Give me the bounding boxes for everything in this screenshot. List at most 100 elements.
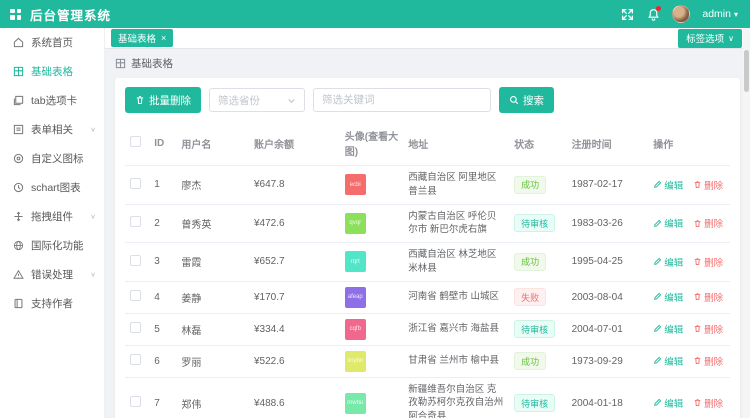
col-username: 用户名 <box>176 121 249 166</box>
search-button[interactable]: 搜索 <box>499 87 554 113</box>
avatar-thumbnail[interactable]: xnybn <box>344 350 366 372</box>
table-icon <box>115 58 126 69</box>
sidebar-item-label: 国际化功能 <box>31 240 84 252</box>
row-checkbox[interactable] <box>130 216 141 228</box>
cell-address: 河南省 鹤壁市 山城区 <box>403 281 510 314</box>
close-icon[interactable]: × <box>161 32 167 43</box>
fullscreen-icon[interactable] <box>620 7 634 21</box>
delete-label: 删除 <box>704 398 724 410</box>
sidebar-item-support[interactable]: 支持作者 <box>0 289 104 318</box>
table-icon <box>13 66 24 77</box>
status-badge: 待审核 <box>514 320 556 339</box>
row-checkbox[interactable] <box>130 354 141 366</box>
delete-button[interactable]: 删除 <box>693 255 723 269</box>
tab-basic-table[interactable]: 基础表格 × <box>111 29 174 47</box>
table-toolbar: 批量删除 筛选省份 搜索 <box>125 87 730 113</box>
row-checkbox[interactable] <box>130 322 141 334</box>
delete-label: 删除 <box>704 219 724 231</box>
cell-id: 2 <box>149 204 177 244</box>
sidebar-item-home[interactable]: 系统首页 <box>0 28 104 57</box>
province-filter-select[interactable]: 筛选省份 <box>209 88 305 112</box>
row-checkbox[interactable] <box>130 254 141 266</box>
notifications-bell-icon[interactable] <box>646 6 662 21</box>
sidebar-item-drag[interactable]: 拖拽组件 ∨ <box>0 202 104 231</box>
edit-label: 编辑 <box>664 257 684 269</box>
col-date: 注册时间 <box>566 121 649 166</box>
row-checkbox[interactable] <box>130 396 141 408</box>
sidebar-item-i18n[interactable]: 国际化功能 <box>0 231 104 260</box>
sidebar-item-custom-icons[interactable]: 自定义图标 <box>0 144 104 173</box>
cell-address: 甘肃省 兰州市 榆中县 <box>403 345 510 378</box>
row-checkbox[interactable] <box>130 290 141 302</box>
user-avatar[interactable] <box>672 5 691 23</box>
cell-id: 3 <box>149 242 177 282</box>
edit-button[interactable]: 编辑 <box>653 290 683 304</box>
edit-button[interactable]: 编辑 <box>653 255 683 269</box>
cell-address: 内蒙古自治区 呼伦贝尔市 新巴尔虎右旗 <box>403 204 510 244</box>
province-filter-placeholder: 筛选省份 <box>218 94 260 107</box>
main-area: 基础表格 × 标签选项 ∨ 基础表格 <box>105 28 750 418</box>
tab-label: 基础表格 <box>118 34 157 45</box>
cell-balance: ¥472.6 <box>249 204 340 244</box>
keyword-filter-input[interactable] <box>313 88 491 112</box>
book-icon <box>13 298 24 309</box>
sidebar-item-schart[interactable]: schart图表 <box>0 173 104 202</box>
trash-icon <box>694 293 701 301</box>
delete-button[interactable]: 删除 <box>693 396 723 410</box>
delete-button[interactable]: 删除 <box>693 322 723 336</box>
edit-button[interactable]: 编辑 <box>653 396 683 410</box>
chevron-down-icon: ∨ <box>90 270 96 279</box>
tag-options-button[interactable]: 标签选项 ∨ <box>678 28 742 48</box>
breadcrumb-label: 基础表格 <box>131 58 173 70</box>
user-menu[interactable]: admin ▾ <box>702 8 738 20</box>
cell-id: 4 <box>149 281 177 314</box>
chevron-down-icon <box>288 98 295 103</box>
delete-button[interactable]: 删除 <box>693 178 723 192</box>
avatar-thumbnail[interactable]: ecbi <box>344 174 366 196</box>
delete-button[interactable]: 删除 <box>693 354 723 368</box>
col-address: 地址 <box>403 121 510 166</box>
avatar-thumbnail[interactable]: mwhu <box>344 392 366 414</box>
sidebar-item-tabs[interactable]: tab选项卡 <box>0 86 104 115</box>
edit-button[interactable]: 编辑 <box>653 216 683 230</box>
avatar-thumbnail[interactable]: qvqr <box>344 212 366 234</box>
trash-icon <box>694 180 701 189</box>
delete-label: 删除 <box>704 257 724 269</box>
clock-chart-icon <box>13 182 24 193</box>
sidebar-item-label: 拖拽组件 <box>31 211 73 223</box>
cell-username: 林磊 <box>176 313 249 346</box>
home-icon <box>13 37 24 48</box>
cell-id: 1 <box>149 165 177 205</box>
sidebar-item-label: 基础表格 <box>31 66 73 78</box>
cell-balance: ¥334.4 <box>249 313 340 346</box>
delete-button[interactable]: 删除 <box>693 216 723 230</box>
batch-delete-button[interactable]: 批量删除 <box>125 87 201 113</box>
edit-button[interactable]: 编辑 <box>653 354 683 368</box>
chevron-down-icon: ∨ <box>728 33 734 43</box>
avatar-thumbnail[interactable]: cqfb <box>344 318 366 340</box>
batch-delete-label: 批量删除 <box>149 94 191 107</box>
search-label: 搜索 <box>523 94 544 107</box>
app-header: 后台管理系统 admin ▾ <box>0 0 750 28</box>
delete-button[interactable]: 删除 <box>693 290 723 304</box>
cell-address: 西藏自治区 林芝地区 米林县 <box>403 242 510 282</box>
sidebar-item-forms[interactable]: 表单相关 ∨ <box>0 115 104 144</box>
scrollbar-thumb[interactable] <box>744 50 749 92</box>
select-all-checkbox[interactable] <box>130 136 141 147</box>
avatar-thumbnail[interactable]: afeap <box>344 286 366 308</box>
window-scrollbar[interactable] <box>743 28 750 418</box>
edit-button[interactable]: 编辑 <box>653 322 683 336</box>
edit-label: 编辑 <box>664 219 684 231</box>
cell-username: 雷霞 <box>176 242 249 282</box>
row-checkbox[interactable] <box>130 177 141 189</box>
edit-button[interactable]: 编辑 <box>653 178 683 192</box>
trash-icon <box>694 258 701 266</box>
cell-register-date: 2003-08-04 <box>566 281 649 314</box>
tab-bar: 基础表格 × 标签选项 ∨ <box>105 28 750 49</box>
cell-id: 6 <box>149 345 177 378</box>
sidebar-item-label: schart图表 <box>31 182 81 194</box>
col-id: ID <box>149 121 177 166</box>
sidebar-item-errors[interactable]: 错误处理 ∨ <box>0 260 104 289</box>
avatar-thumbnail[interactable]: rqrt <box>344 251 366 273</box>
sidebar-item-basic-table[interactable]: 基础表格 <box>0 57 104 86</box>
